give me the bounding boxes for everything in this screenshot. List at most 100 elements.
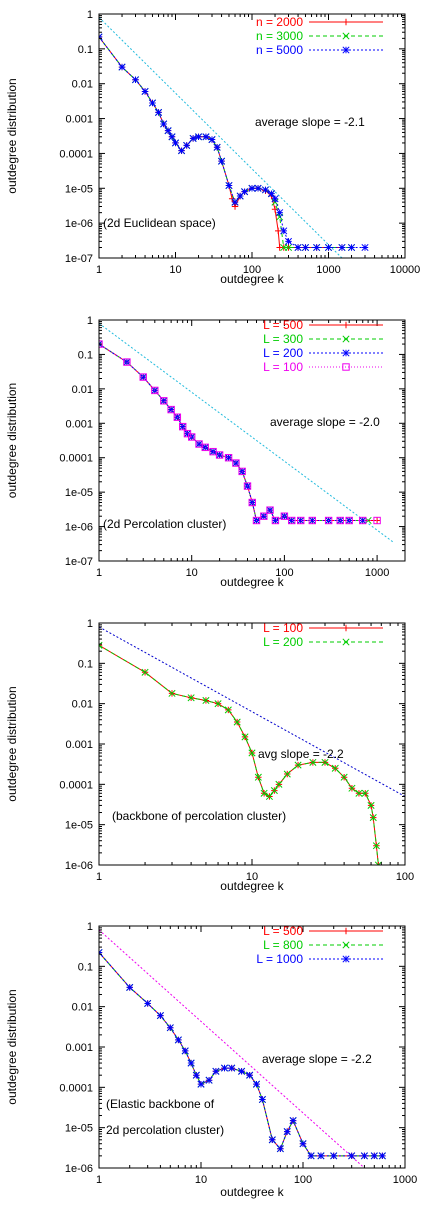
series-group [99, 340, 381, 525]
legend-label: L = 100 [263, 621, 303, 635]
data-point [224, 706, 232, 714]
x-tick-label: 1000 [365, 567, 389, 579]
x-axis-label: outdegree k [220, 1185, 284, 1199]
legend-marker [342, 335, 350, 343]
plot-frame [98, 319, 406, 562]
legend-marker [342, 638, 350, 646]
y-tick-label: 1e-07 [65, 253, 93, 265]
data-point [360, 1152, 368, 1160]
data-point [192, 1071, 200, 1079]
y-tick-label: 0.001 [65, 418, 93, 430]
data-point [275, 780, 283, 788]
data-point [308, 516, 316, 525]
y-tick-label: 0.01 [72, 699, 93, 711]
reference-slope-line [99, 626, 405, 797]
data-point [248, 749, 256, 757]
panel-label-line2: 2d percolation cluster) [106, 1123, 224, 1137]
data-point [197, 1080, 205, 1088]
data-point [131, 76, 140, 84]
slope-annotation: average slope = -2.1 [255, 115, 365, 129]
data-point [218, 157, 226, 165]
panel-label-line1: (Elastic backbone of [106, 1097, 215, 1111]
x-tick-label: 100 [243, 264, 261, 276]
data-point [252, 516, 261, 525]
data-point [299, 1140, 307, 1148]
data-point [284, 243, 293, 252]
data-point [359, 516, 367, 525]
x-tick-label: 100 [275, 567, 293, 579]
y-tick-label: 0.001 [65, 1042, 93, 1054]
data-point [166, 1024, 174, 1032]
data-point [324, 243, 333, 252]
data-point [156, 1012, 164, 1020]
x-tick-label: 10 [246, 871, 258, 883]
data-point [347, 243, 356, 252]
data-point [201, 443, 209, 452]
slope-annotation: avg slope = -2.2 [258, 747, 344, 761]
data-point [151, 386, 159, 394]
data-point [225, 181, 233, 190]
chart-panel-backbone: 1 10 100 1e-06 1e-05 0.0001 0.001 0.01 0.1 1 outde… [0, 606, 431, 909]
legend-marker [342, 321, 350, 329]
data-point [141, 87, 149, 96]
legend-label: L = 500 [263, 924, 303, 938]
data-point [254, 773, 262, 781]
data-point [372, 842, 380, 850]
data-point [123, 358, 131, 366]
data-point [231, 198, 239, 206]
data-point [187, 1059, 195, 1067]
data-point [183, 141, 191, 149]
series-group [99, 33, 369, 252]
data-point [348, 784, 356, 792]
reference-slope-line [99, 322, 394, 543]
data-point [148, 99, 157, 107]
legend-label: n = 3000 [256, 29, 303, 43]
data-point [280, 227, 288, 235]
data-point [309, 758, 317, 766]
y-tick-label: 1e-06 [65, 218, 93, 230]
data-point [160, 397, 168, 405]
data-point [205, 1076, 213, 1084]
data-point [359, 516, 367, 525]
data-point [238, 1067, 246, 1075]
data-point [288, 516, 296, 525]
data-point [173, 413, 182, 421]
data-point [274, 227, 282, 235]
x-axis-label: outdegree k [220, 575, 284, 589]
legend-marker [342, 18, 350, 26]
data-point [254, 184, 262, 192]
legend-label: L = 300 [263, 332, 303, 346]
data-point [348, 1152, 356, 1160]
data-point [195, 440, 203, 448]
data-point [260, 789, 268, 797]
legend-label: n = 2000 [256, 15, 303, 29]
data-point [321, 758, 329, 766]
data-point [369, 814, 377, 822]
x-tick-label: 1 [96, 1174, 102, 1186]
data-point [355, 789, 363, 797]
y-tick-label: 1 [87, 921, 93, 933]
data-point [313, 243, 321, 252]
data-point [308, 516, 317, 525]
data-point [294, 761, 302, 769]
series-group [99, 641, 382, 865]
y-tick-label: 0.001 [65, 739, 93, 751]
data-point [160, 397, 168, 405]
series-line [99, 343, 378, 522]
series-group [99, 340, 367, 525]
series-line [99, 343, 363, 522]
data-point [232, 459, 240, 467]
data-point [338, 243, 346, 252]
series-line [99, 36, 352, 248]
y-tick-label: 1e-07 [65, 556, 93, 568]
data-point [168, 133, 176, 141]
y-tick-label: 0.01 [72, 384, 93, 396]
slope-annotation: average slope = -2.2 [262, 1052, 372, 1066]
x-tick-label: 1000 [316, 264, 340, 276]
data-point [167, 405, 175, 414]
slope-annotation: average slope = -2.0 [270, 415, 380, 429]
data-point [260, 512, 268, 520]
data-point [214, 700, 222, 708]
data-point [179, 423, 187, 431]
